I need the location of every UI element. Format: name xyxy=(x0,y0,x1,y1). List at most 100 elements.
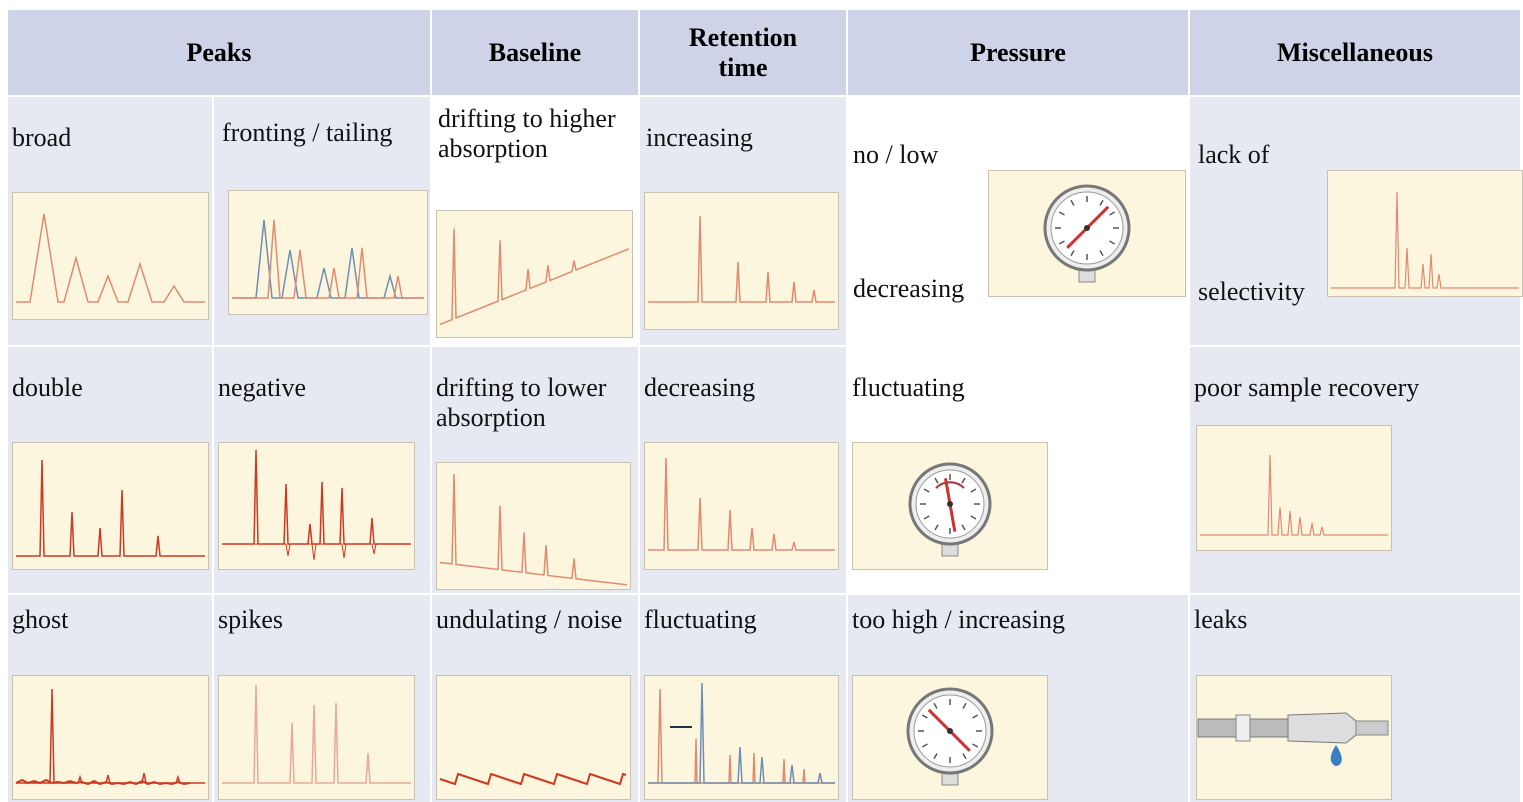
cell-text: poor sample recovery xyxy=(1194,373,1420,402)
drawing xyxy=(1109,211,1116,216)
drawing xyxy=(1331,191,1519,289)
column-header: Retention time xyxy=(640,10,846,95)
drawing xyxy=(972,743,979,748)
drawing xyxy=(962,753,967,760)
drawing xyxy=(923,488,930,493)
drawing xyxy=(934,524,939,531)
drawing xyxy=(1330,745,1342,766)
drawing xyxy=(921,743,928,748)
cell-text: double xyxy=(12,373,83,402)
thumbnail xyxy=(12,675,209,800)
thumbnail xyxy=(852,675,1048,800)
drawing xyxy=(947,501,953,507)
drawing xyxy=(1200,454,1388,536)
drawing xyxy=(970,515,977,520)
cell-text: negative xyxy=(218,373,307,402)
thumbnail xyxy=(218,675,415,800)
thumbnail xyxy=(1196,425,1392,551)
drawing xyxy=(1058,240,1065,245)
drawing xyxy=(648,682,835,784)
thumbnail xyxy=(218,442,415,570)
cell-text: ghost xyxy=(12,605,69,634)
drawing xyxy=(1058,211,1065,216)
cell-text: drifting to higher absorption xyxy=(438,104,616,163)
cell-text: drifting to lower absorption xyxy=(436,373,607,432)
cell-text: fronting / tailing xyxy=(222,118,393,147)
column-header: Baseline xyxy=(432,10,638,95)
drawing xyxy=(1287,712,1357,744)
column-header: Pressure xyxy=(848,10,1188,95)
thumbnail xyxy=(1327,170,1523,297)
drawing xyxy=(1070,250,1075,257)
drawing xyxy=(962,702,967,709)
drawing xyxy=(232,219,424,299)
cell-text: decreasing xyxy=(853,274,965,303)
drawing xyxy=(648,457,835,551)
cell-text: too high / increasing xyxy=(852,605,1066,634)
drawing xyxy=(1235,714,1251,742)
thumbnail xyxy=(644,192,839,330)
cell-text: spikes xyxy=(218,605,283,634)
cell-text: lack of xyxy=(1198,140,1270,169)
drawing xyxy=(961,477,966,484)
drawing xyxy=(436,462,631,590)
drawing xyxy=(16,688,205,784)
drawing xyxy=(12,442,209,570)
thumbnail xyxy=(12,442,209,570)
drawing xyxy=(12,192,209,320)
drawing xyxy=(1099,250,1104,257)
drawing xyxy=(961,524,966,531)
cell-text: fluctuating xyxy=(852,373,965,402)
drawing xyxy=(923,515,930,520)
drawing xyxy=(1109,240,1116,245)
column-header: Peaks xyxy=(8,10,430,95)
cell-text: selectivity xyxy=(1198,277,1305,306)
drawing xyxy=(439,228,630,326)
drawing xyxy=(1355,720,1389,736)
drawing xyxy=(1196,425,1392,551)
drawing xyxy=(439,772,627,786)
drawing xyxy=(934,477,939,484)
drawing xyxy=(644,442,839,570)
drawing xyxy=(1070,199,1075,206)
cell-text: fluctuating xyxy=(644,605,757,634)
cell-text: no / low xyxy=(853,140,939,169)
thumbnail xyxy=(12,192,209,320)
drawing xyxy=(439,474,628,586)
drawing xyxy=(1327,170,1523,297)
drawing xyxy=(933,702,938,709)
drawing xyxy=(228,190,428,315)
cell-text: leaks xyxy=(1194,605,1248,634)
thumbnail xyxy=(852,442,1048,570)
drawing xyxy=(947,728,953,734)
drawing xyxy=(222,684,411,784)
drawing xyxy=(644,192,839,330)
thumbnail xyxy=(644,442,839,570)
column-header: Miscellaneous xyxy=(1190,10,1520,95)
cell-text: undulating / noise xyxy=(436,605,623,634)
drawing xyxy=(16,459,205,557)
drawing xyxy=(16,213,205,303)
cell-text: decreasing xyxy=(644,373,756,402)
drawing xyxy=(436,675,631,800)
thumbnail xyxy=(436,675,631,800)
drawing xyxy=(1084,225,1090,231)
cell-text: broad xyxy=(12,123,72,152)
drawing xyxy=(972,714,979,719)
drawing xyxy=(970,488,977,493)
drawing xyxy=(648,215,835,303)
drawing xyxy=(222,543,411,561)
thumbnail xyxy=(436,210,633,338)
drawing xyxy=(12,675,209,800)
drawing xyxy=(921,714,928,719)
drawing xyxy=(436,210,633,338)
thumbnail xyxy=(644,675,839,800)
thumbnail xyxy=(436,462,631,590)
drawing xyxy=(1099,199,1104,206)
thumbnail xyxy=(988,170,1186,297)
thumbnail xyxy=(228,190,428,315)
drawing xyxy=(933,753,938,760)
thumbnail xyxy=(1196,675,1392,800)
drawing xyxy=(218,442,415,570)
